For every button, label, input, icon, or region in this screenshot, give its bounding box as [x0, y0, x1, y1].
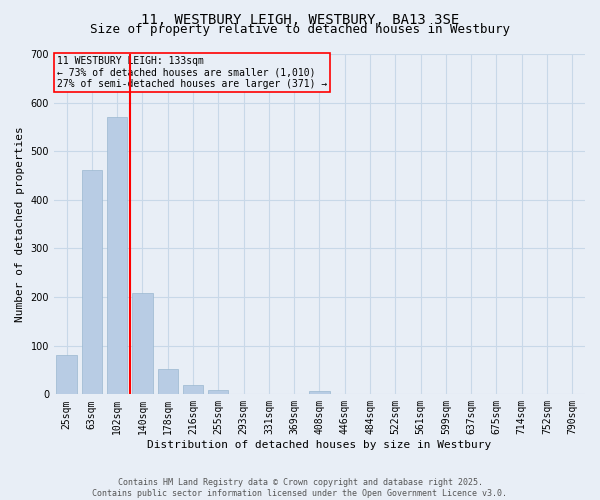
X-axis label: Distribution of detached houses by size in Westbury: Distribution of detached houses by size …	[148, 440, 491, 450]
Bar	[107, 117, 127, 394]
Bar	[82, 170, 102, 394]
Bar	[56, 356, 77, 395]
Text: Size of property relative to detached houses in Westbury: Size of property relative to detached ho…	[90, 22, 510, 36]
Bar	[208, 390, 229, 394]
Bar	[310, 392, 329, 394]
Bar	[183, 384, 203, 394]
Text: 11, WESTBURY LEIGH, WESTBURY, BA13 3SE: 11, WESTBURY LEIGH, WESTBURY, BA13 3SE	[141, 12, 459, 26]
Bar	[133, 293, 152, 394]
Y-axis label: Number of detached properties: Number of detached properties	[15, 126, 25, 322]
Text: Contains HM Land Registry data © Crown copyright and database right 2025.
Contai: Contains HM Land Registry data © Crown c…	[92, 478, 508, 498]
Bar	[158, 369, 178, 394]
Text: 11 WESTBURY LEIGH: 133sqm
← 73% of detached houses are smaller (1,010)
27% of se: 11 WESTBURY LEIGH: 133sqm ← 73% of detac…	[56, 56, 327, 89]
